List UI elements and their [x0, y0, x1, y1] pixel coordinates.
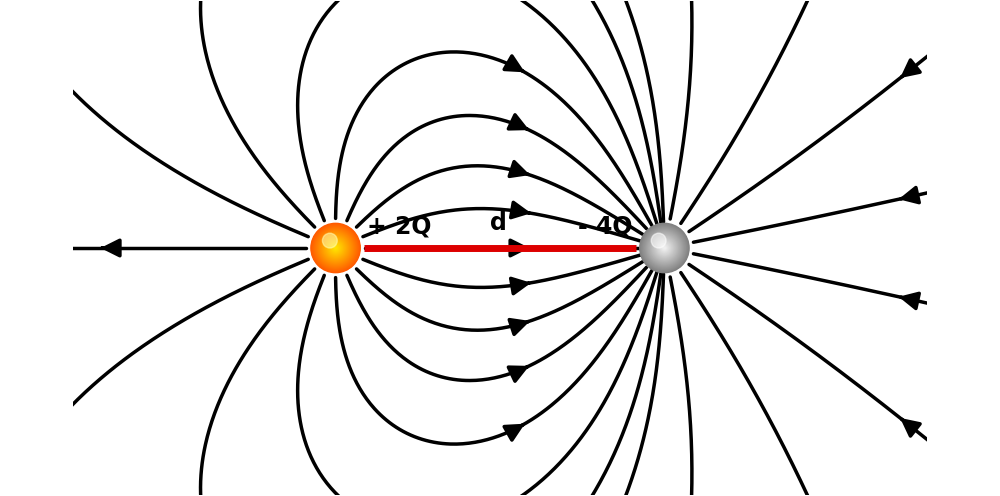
Circle shape: [661, 245, 668, 251]
Circle shape: [312, 224, 360, 272]
Circle shape: [333, 246, 338, 250]
Circle shape: [652, 236, 677, 260]
Circle shape: [659, 243, 669, 253]
Circle shape: [312, 225, 359, 271]
FancyArrowPatch shape: [900, 293, 919, 309]
Circle shape: [655, 239, 674, 257]
Circle shape: [655, 238, 674, 258]
Circle shape: [321, 234, 350, 262]
Circle shape: [661, 245, 667, 251]
Circle shape: [320, 232, 352, 264]
Circle shape: [642, 226, 687, 270]
Circle shape: [330, 243, 341, 253]
FancyArrowPatch shape: [509, 162, 528, 177]
Circle shape: [656, 240, 672, 256]
Circle shape: [662, 246, 667, 250]
Circle shape: [651, 235, 677, 261]
Text: + 2Q: + 2Q: [367, 214, 431, 238]
Circle shape: [642, 225, 687, 271]
Circle shape: [644, 228, 685, 268]
Circle shape: [331, 244, 340, 252]
Circle shape: [646, 230, 683, 266]
Circle shape: [645, 228, 684, 268]
Circle shape: [324, 237, 347, 259]
Circle shape: [650, 233, 679, 263]
Circle shape: [640, 223, 689, 273]
Circle shape: [651, 233, 666, 248]
Circle shape: [318, 231, 353, 265]
Circle shape: [663, 246, 666, 250]
Circle shape: [647, 230, 682, 266]
FancyArrowPatch shape: [504, 425, 523, 440]
Circle shape: [326, 238, 345, 258]
Circle shape: [640, 224, 688, 272]
Text: d: d: [490, 211, 507, 235]
Circle shape: [328, 241, 343, 255]
FancyArrowPatch shape: [508, 367, 528, 381]
Circle shape: [653, 237, 676, 259]
Circle shape: [654, 238, 675, 258]
Circle shape: [641, 225, 688, 271]
Circle shape: [657, 241, 672, 255]
Circle shape: [313, 225, 358, 271]
Circle shape: [329, 241, 342, 255]
FancyArrowPatch shape: [900, 187, 919, 203]
FancyArrowPatch shape: [509, 319, 528, 334]
Circle shape: [321, 233, 350, 263]
Circle shape: [315, 228, 356, 268]
Circle shape: [319, 231, 352, 265]
Circle shape: [318, 230, 353, 266]
Circle shape: [323, 235, 349, 261]
Circle shape: [314, 226, 357, 270]
Circle shape: [328, 240, 344, 256]
Circle shape: [322, 233, 337, 248]
Circle shape: [332, 245, 339, 251]
Circle shape: [650, 234, 679, 262]
Circle shape: [658, 242, 671, 254]
Circle shape: [643, 227, 685, 269]
Circle shape: [656, 240, 673, 256]
Circle shape: [316, 228, 355, 268]
Circle shape: [329, 242, 342, 254]
Circle shape: [315, 227, 357, 269]
Circle shape: [647, 231, 682, 265]
Circle shape: [663, 247, 666, 249]
Circle shape: [643, 226, 686, 270]
Text: - 4Q: - 4Q: [578, 214, 633, 238]
Circle shape: [658, 241, 671, 255]
Circle shape: [324, 236, 347, 260]
Circle shape: [326, 239, 345, 257]
Circle shape: [334, 247, 337, 249]
Circle shape: [331, 243, 341, 253]
Circle shape: [323, 236, 348, 260]
FancyArrowPatch shape: [508, 115, 528, 129]
FancyArrowPatch shape: [511, 278, 529, 294]
Circle shape: [649, 233, 680, 263]
FancyArrowPatch shape: [504, 56, 523, 71]
Circle shape: [653, 236, 676, 260]
Circle shape: [327, 240, 344, 256]
Circle shape: [325, 238, 346, 258]
Circle shape: [660, 244, 669, 252]
Circle shape: [334, 246, 337, 250]
FancyArrowPatch shape: [901, 60, 920, 77]
Circle shape: [648, 232, 680, 264]
Circle shape: [316, 229, 355, 267]
Circle shape: [645, 229, 684, 267]
Circle shape: [313, 226, 358, 270]
Circle shape: [648, 231, 681, 265]
Circle shape: [320, 233, 351, 263]
Circle shape: [333, 245, 339, 251]
FancyArrowPatch shape: [102, 240, 120, 256]
Circle shape: [317, 230, 354, 266]
FancyArrowPatch shape: [510, 240, 528, 256]
Circle shape: [322, 235, 349, 261]
Circle shape: [659, 243, 670, 253]
FancyArrowPatch shape: [901, 419, 920, 436]
Circle shape: [651, 235, 678, 261]
Circle shape: [311, 223, 360, 273]
FancyArrowPatch shape: [511, 202, 529, 218]
